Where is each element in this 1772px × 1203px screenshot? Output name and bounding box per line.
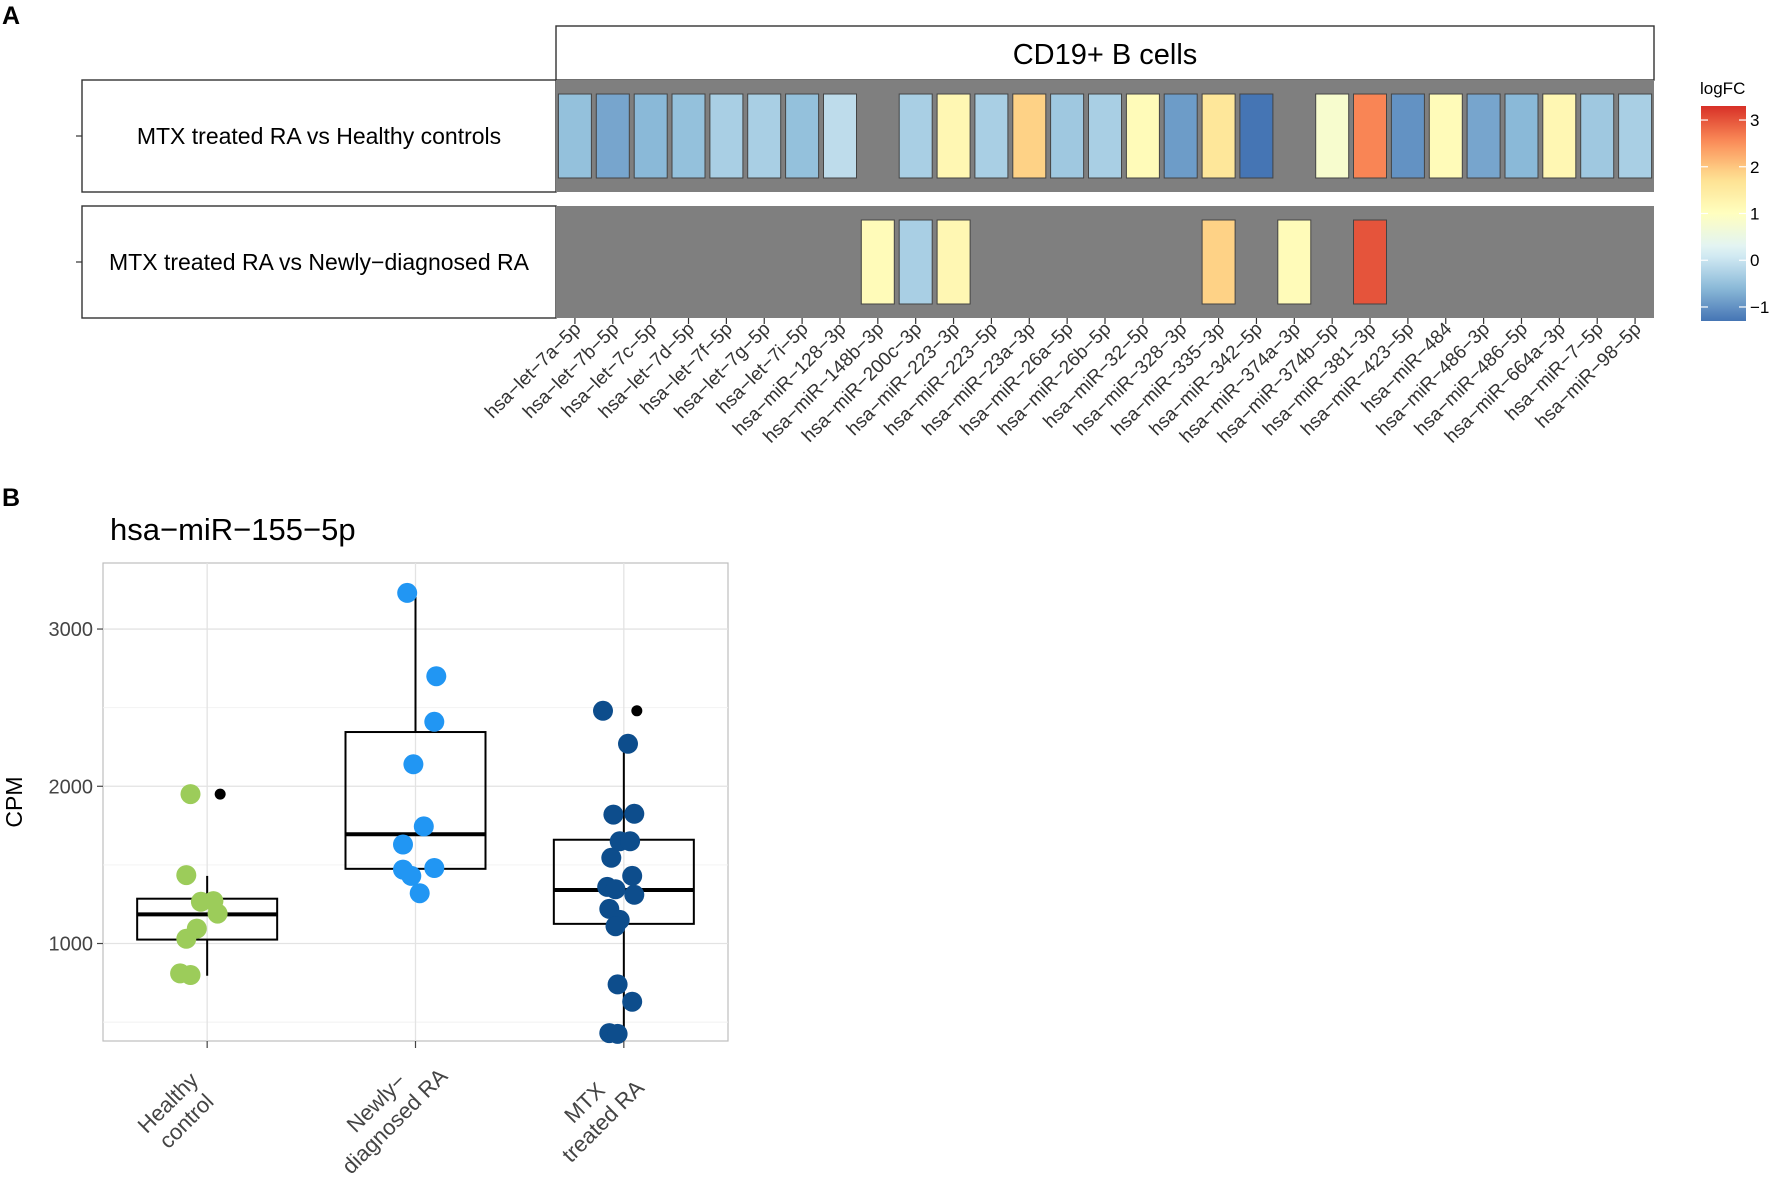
heatmap-cell <box>785 93 820 179</box>
heatmap-panel: CD19+ B cells MTX treated RA vs Healthy … <box>76 25 1655 447</box>
boxplot-point <box>180 784 201 805</box>
boxplot-ylabel: CPM <box>1 776 27 827</box>
heatmap-row-bg-2 <box>556 206 1654 318</box>
heatmap-cell <box>1201 219 1236 305</box>
boxplot-point <box>607 1023 628 1044</box>
boxplot-point <box>409 883 430 904</box>
legend-tick-label: 1 <box>1750 205 1759 224</box>
heatmap-cell <box>936 219 971 305</box>
heatmap-cell <box>1088 93 1122 179</box>
boxplot-point <box>424 711 445 732</box>
heatmap-cell <box>1390 93 1425 179</box>
boxplot-ytick-label: 1000 <box>49 934 94 956</box>
heatmap-cell <box>1504 93 1539 179</box>
boxplot-point <box>180 965 201 985</box>
row-label-box-2 <box>81 205 557 319</box>
boxplot-point <box>607 974 628 995</box>
heatmap-cell <box>860 219 895 305</box>
heatmap-title: CD19+ B cells <box>1013 39 1198 71</box>
row-label-2: MTX treated RA vs Newly−diagnosed RA <box>109 249 530 275</box>
heatmap-cell <box>709 93 744 179</box>
heatmap-cell <box>936 93 971 179</box>
boxplot-xtick-label: MTXtreated RA <box>539 1056 650 1167</box>
heatmap-cell <box>1277 219 1312 305</box>
legend-tick-label: 2 <box>1750 158 1759 177</box>
heatmap-cell <box>1618 93 1653 179</box>
row-label-1: MTX treated RA vs Healthy controls <box>137 123 501 149</box>
boxplot-point <box>393 834 413 855</box>
heatmap-cell <box>1580 93 1615 179</box>
boxplot-point <box>190 891 211 912</box>
logfc-legend: logFC 3 2 1 0 −1 <box>1700 79 1769 321</box>
legend-colorbar <box>1701 106 1746 321</box>
heatmap-cell <box>1125 93 1160 179</box>
heatmap-strip <box>555 25 1655 81</box>
boxplot-point <box>601 847 622 868</box>
boxplot-point <box>401 865 422 886</box>
heatmap-cell <box>1050 93 1085 179</box>
boxplot-point <box>403 754 424 775</box>
heatmap-cell <box>1353 219 1387 305</box>
boxplot-xtick-label: Healthycontrol <box>133 1067 222 1156</box>
boxplot-point <box>605 916 626 937</box>
heatmap-cell <box>823 93 857 179</box>
boxplot-point <box>618 733 638 754</box>
heatmap-cell <box>1163 93 1198 179</box>
heatmap-cell <box>595 93 630 179</box>
heatmap-cell <box>1201 93 1236 179</box>
boxplot-point <box>176 928 197 949</box>
heatmap-cell <box>557 93 592 179</box>
boxplot-point <box>593 700 613 721</box>
boxplot-point <box>622 991 643 1012</box>
heatmap-cell <box>974 93 1009 179</box>
legend-tick-label: 0 <box>1750 251 1759 270</box>
panel-b-letter: B <box>2 484 20 512</box>
boxplot-point <box>603 804 624 825</box>
heatmap-cell <box>1353 93 1387 179</box>
legend-tick-label: 3 <box>1750 111 1759 130</box>
boxplot-point <box>622 865 643 886</box>
boxplot-point <box>624 884 645 905</box>
boxplot-outlier <box>214 788 226 800</box>
legend-tick-label: −1 <box>1750 298 1769 317</box>
heatmap-cell <box>633 93 668 179</box>
boxplot-point <box>397 582 418 603</box>
boxplot-ytick-label: 2000 <box>49 776 94 798</box>
panel-a-letter: A <box>2 2 20 30</box>
boxplot-ytick-label: 3000 <box>49 619 94 641</box>
row-label-box-1 <box>81 79 557 193</box>
boxplot-point <box>620 831 641 852</box>
boxplot-title: hsa−miR−155−5p <box>110 512 356 547</box>
boxplot-xtick-label: Newly−diagnosed RA <box>318 1045 452 1179</box>
boxplot-point <box>426 666 447 687</box>
boxplot-point <box>207 903 228 924</box>
legend-title: logFC <box>1700 79 1745 98</box>
heatmap-cell <box>1012 93 1047 179</box>
heatmap-cell <box>1315 93 1350 179</box>
heatmap-cell <box>898 93 933 179</box>
heatmap-cell <box>747 93 782 179</box>
heatmap-cell <box>1542 93 1577 179</box>
heatmap-cell <box>1239 93 1274 179</box>
boxplot-outlier <box>631 705 643 717</box>
heatmap-cell <box>671 93 706 179</box>
boxplot-point <box>605 879 626 900</box>
boxplot-point <box>624 803 645 824</box>
boxplot-point <box>176 865 197 886</box>
heatmap-cell <box>1428 93 1463 179</box>
heatmap-cell <box>898 219 933 305</box>
boxplot-panel: 1000 2000 3000 CPM Healthycontrol Newly−dia… <box>1 562 729 1179</box>
heatmap-cell <box>1466 93 1501 179</box>
boxplot-point <box>424 858 445 878</box>
boxplot-point <box>413 816 434 837</box>
